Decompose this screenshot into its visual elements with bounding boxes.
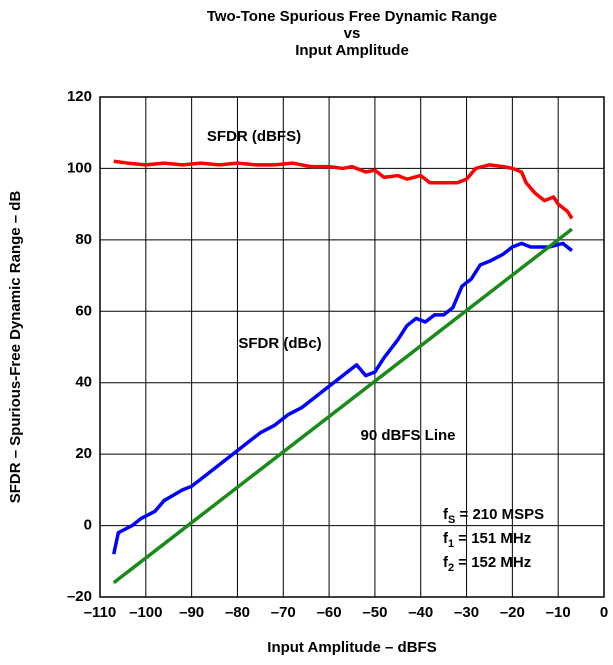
- x-tick-label: –10: [546, 604, 571, 621]
- annotation: f1 = 151 MHz: [443, 530, 531, 550]
- x-tick-label: –90: [179, 604, 204, 621]
- x-tick-label: –60: [317, 604, 342, 621]
- series-line: [112, 241, 574, 555]
- chart-title: Input Amplitude: [295, 42, 409, 59]
- x-tick-label: –70: [271, 604, 296, 621]
- x-tick-label: –80: [225, 604, 250, 621]
- y-tick-label: –20: [67, 588, 92, 605]
- series-line: [112, 227, 573, 585]
- series-line: [113, 159, 574, 220]
- annotation-text: f: [443, 530, 449, 547]
- x-tick-label: –100: [129, 604, 162, 621]
- chart-title: Two-Tone Spurious Free Dynamic Range: [207, 8, 497, 25]
- x-tick-label: –110: [84, 604, 117, 621]
- annotation-text: = 151 MHz: [454, 530, 531, 547]
- annotation-text: = 152 MHz: [454, 554, 531, 571]
- y-tick-label: 0: [84, 517, 92, 534]
- annotation-text: = 210 MSPS: [455, 506, 544, 523]
- x-tick-label: –30: [454, 604, 479, 621]
- series-label: SFDR (dBFS): [207, 128, 301, 145]
- annotation: f2 = 152 MHz: [443, 554, 531, 574]
- annotation-sub: 1: [448, 538, 454, 550]
- annotation-text: f: [443, 554, 449, 571]
- annotation-sub: 2: [448, 562, 454, 574]
- annotation-sub: S: [448, 514, 455, 526]
- x-tick-label: 0: [600, 604, 608, 621]
- y-tick-label: 60: [75, 302, 92, 319]
- y-tick-label: 40: [75, 374, 92, 391]
- y-tick-label: 120: [67, 88, 92, 105]
- plot-frame: [99, 96, 605, 598]
- y-tick-label: 20: [75, 445, 92, 462]
- annotation: fS = 210 MSPS: [443, 506, 544, 526]
- annotation-text: f: [443, 506, 449, 523]
- x-axis-label: Input Amplitude – dBFS: [267, 639, 436, 656]
- series-label: 90 dBFS Line: [360, 427, 455, 444]
- x-tick-label: –50: [362, 604, 387, 621]
- series-label: SFDR (dBc): [238, 335, 321, 352]
- x-tick-label: –20: [500, 604, 525, 621]
- y-axis-label: SFDR – Spurious-Free Dynamic Range – dB: [7, 191, 24, 504]
- y-tick-label: 100: [67, 159, 92, 176]
- x-tick-label: –40: [408, 604, 433, 621]
- y-tick-label: 80: [75, 231, 92, 248]
- chart-title: vs: [344, 25, 361, 42]
